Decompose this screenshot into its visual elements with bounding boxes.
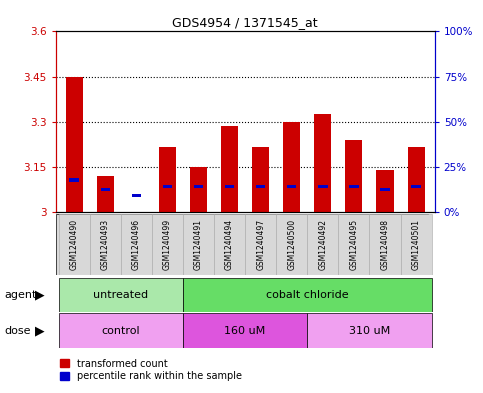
Bar bbox=[214, 214, 245, 275]
Bar bbox=[256, 184, 265, 188]
Bar bbox=[245, 214, 276, 275]
Bar bbox=[183, 214, 214, 275]
Text: untreated: untreated bbox=[93, 290, 148, 300]
Bar bbox=[163, 184, 172, 188]
Text: GSM1240493: GSM1240493 bbox=[101, 219, 110, 270]
Bar bbox=[408, 147, 425, 212]
Text: GSM1240496: GSM1240496 bbox=[132, 219, 141, 270]
Bar bbox=[400, 214, 432, 275]
Bar bbox=[70, 178, 79, 182]
Text: GSM1240492: GSM1240492 bbox=[318, 219, 327, 270]
Bar bbox=[183, 278, 432, 312]
Bar bbox=[159, 147, 176, 212]
Bar bbox=[100, 187, 110, 191]
Bar bbox=[318, 184, 327, 188]
Text: ▶: ▶ bbox=[35, 324, 45, 337]
Text: cobalt chloride: cobalt chloride bbox=[266, 290, 349, 300]
Text: dose: dose bbox=[5, 325, 31, 336]
Legend: transformed count, percentile rank within the sample: transformed count, percentile rank withi… bbox=[60, 358, 242, 382]
Bar bbox=[376, 170, 394, 212]
Bar bbox=[58, 313, 183, 348]
Bar bbox=[225, 184, 234, 188]
Text: GSM1240491: GSM1240491 bbox=[194, 219, 203, 270]
Text: GSM1240495: GSM1240495 bbox=[349, 219, 358, 270]
Bar bbox=[345, 140, 362, 212]
Bar bbox=[58, 214, 90, 275]
Bar bbox=[252, 147, 269, 212]
Text: GSM1240497: GSM1240497 bbox=[256, 219, 265, 270]
Bar bbox=[339, 214, 369, 275]
Title: GDS4954 / 1371545_at: GDS4954 / 1371545_at bbox=[172, 16, 318, 29]
Bar bbox=[66, 77, 83, 212]
Bar bbox=[412, 184, 421, 188]
Bar bbox=[97, 176, 114, 212]
Text: GSM1240500: GSM1240500 bbox=[287, 219, 296, 270]
Text: 310 uM: 310 uM bbox=[349, 325, 390, 336]
Bar bbox=[380, 187, 390, 191]
Bar bbox=[307, 214, 339, 275]
Text: GSM1240498: GSM1240498 bbox=[381, 219, 389, 270]
Bar bbox=[121, 214, 152, 275]
Bar bbox=[194, 184, 203, 188]
Text: control: control bbox=[101, 325, 140, 336]
Bar bbox=[314, 114, 331, 212]
Bar bbox=[132, 193, 141, 197]
Bar bbox=[283, 122, 300, 212]
Text: ▶: ▶ bbox=[35, 288, 45, 302]
Bar bbox=[276, 214, 307, 275]
Text: GSM1240490: GSM1240490 bbox=[70, 219, 79, 270]
Bar bbox=[369, 214, 400, 275]
Text: 160 uM: 160 uM bbox=[225, 325, 266, 336]
Bar bbox=[349, 184, 358, 188]
Text: GSM1240494: GSM1240494 bbox=[225, 219, 234, 270]
Bar bbox=[287, 184, 297, 188]
Bar bbox=[152, 214, 183, 275]
Text: GSM1240499: GSM1240499 bbox=[163, 219, 172, 270]
Bar bbox=[307, 313, 432, 348]
Bar bbox=[58, 278, 183, 312]
Text: agent: agent bbox=[5, 290, 37, 300]
Bar bbox=[221, 127, 238, 212]
Bar bbox=[190, 167, 207, 212]
Bar bbox=[183, 313, 307, 348]
Text: GSM1240501: GSM1240501 bbox=[412, 219, 421, 270]
Bar bbox=[90, 214, 121, 275]
